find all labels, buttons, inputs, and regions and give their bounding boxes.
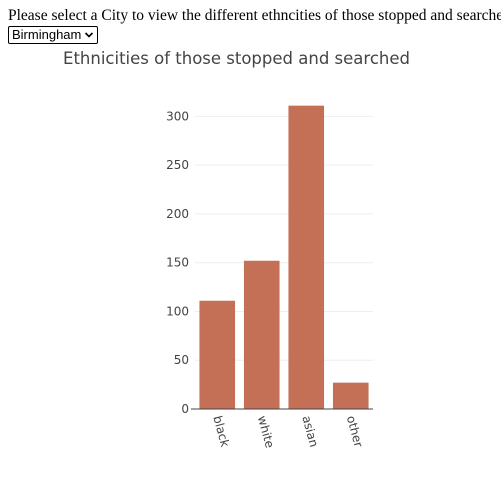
bars	[199, 105, 369, 409]
y-tick-label: 250	[166, 158, 189, 172]
bar-black[interactable]	[199, 300, 236, 409]
y-tick-label: 50	[174, 353, 189, 367]
bar-white[interactable]	[243, 260, 280, 409]
y-tick-label: 300	[166, 109, 189, 123]
city-prompt-text: Please select a City to view the differe…	[8, 7, 501, 24]
y-tick-label: 0	[181, 402, 189, 416]
chevron-down-icon	[85, 32, 94, 38]
x-tick-label: black	[210, 414, 232, 448]
x-tick-label: white	[255, 414, 277, 449]
y-tick-label: 150	[166, 256, 189, 270]
y-tick-label: 100	[166, 304, 189, 318]
bar-asian[interactable]	[288, 105, 325, 409]
x-tick-label: other	[344, 414, 366, 449]
chart-title: Ethnicities of those stopped and searche…	[63, 49, 410, 68]
bar-other[interactable]	[332, 382, 369, 409]
x-tick-label: asian	[299, 414, 321, 448]
city-select-value: Birmingham	[12, 27, 82, 42]
city-select[interactable]: Birmingham	[8, 26, 99, 44]
labels: 0 50 100 150 200 250 300 black white asian other	[166, 109, 366, 449]
y-tick-label: 200	[166, 207, 189, 221]
